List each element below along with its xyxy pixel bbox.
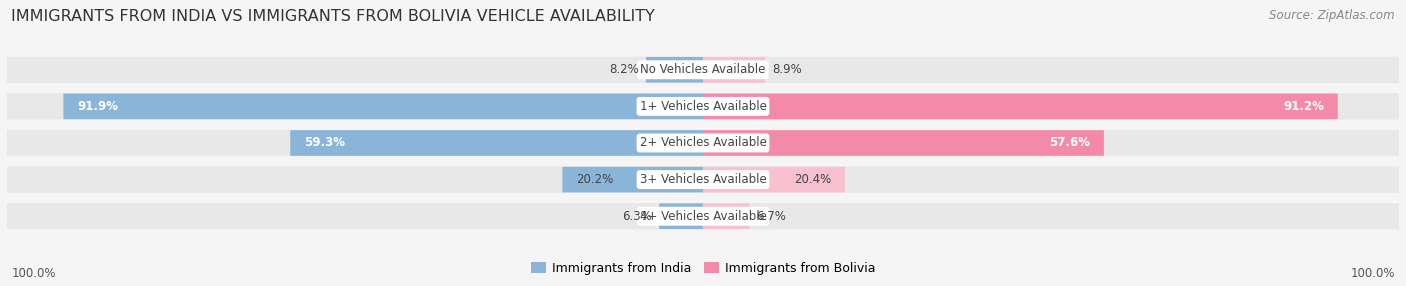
- Text: 6.7%: 6.7%: [756, 210, 786, 223]
- FancyBboxPatch shape: [7, 130, 1399, 156]
- FancyBboxPatch shape: [703, 130, 1104, 156]
- FancyBboxPatch shape: [562, 167, 703, 192]
- Text: IMMIGRANTS FROM INDIA VS IMMIGRANTS FROM BOLIVIA VEHICLE AVAILABILITY: IMMIGRANTS FROM INDIA VS IMMIGRANTS FROM…: [11, 9, 655, 23]
- Text: 3+ Vehicles Available: 3+ Vehicles Available: [640, 173, 766, 186]
- FancyBboxPatch shape: [703, 203, 749, 229]
- FancyBboxPatch shape: [63, 94, 703, 119]
- Legend: Immigrants from India, Immigrants from Bolivia: Immigrants from India, Immigrants from B…: [526, 257, 880, 280]
- Text: 6.3%: 6.3%: [623, 210, 652, 223]
- Text: 100.0%: 100.0%: [1350, 267, 1395, 280]
- Text: Source: ZipAtlas.com: Source: ZipAtlas.com: [1270, 9, 1395, 21]
- FancyBboxPatch shape: [703, 167, 845, 192]
- Text: 8.9%: 8.9%: [772, 63, 801, 76]
- FancyBboxPatch shape: [7, 203, 1399, 229]
- Text: 8.2%: 8.2%: [609, 63, 638, 76]
- Text: 59.3%: 59.3%: [304, 136, 346, 150]
- Text: 100.0%: 100.0%: [11, 267, 56, 280]
- FancyBboxPatch shape: [703, 57, 765, 83]
- Text: 91.9%: 91.9%: [77, 100, 118, 113]
- Text: 1+ Vehicles Available: 1+ Vehicles Available: [640, 100, 766, 113]
- Text: 20.4%: 20.4%: [794, 173, 831, 186]
- FancyBboxPatch shape: [7, 57, 1399, 83]
- Text: 91.2%: 91.2%: [1282, 100, 1324, 113]
- FancyBboxPatch shape: [7, 166, 1399, 193]
- FancyBboxPatch shape: [290, 130, 703, 156]
- FancyBboxPatch shape: [703, 94, 1337, 119]
- Text: No Vehicles Available: No Vehicles Available: [640, 63, 766, 76]
- FancyBboxPatch shape: [7, 93, 1399, 120]
- Text: 2+ Vehicles Available: 2+ Vehicles Available: [640, 136, 766, 150]
- Text: 57.6%: 57.6%: [1049, 136, 1090, 150]
- FancyBboxPatch shape: [645, 57, 703, 83]
- FancyBboxPatch shape: [659, 203, 703, 229]
- Text: 20.2%: 20.2%: [576, 173, 613, 186]
- Text: 4+ Vehicles Available: 4+ Vehicles Available: [640, 210, 766, 223]
